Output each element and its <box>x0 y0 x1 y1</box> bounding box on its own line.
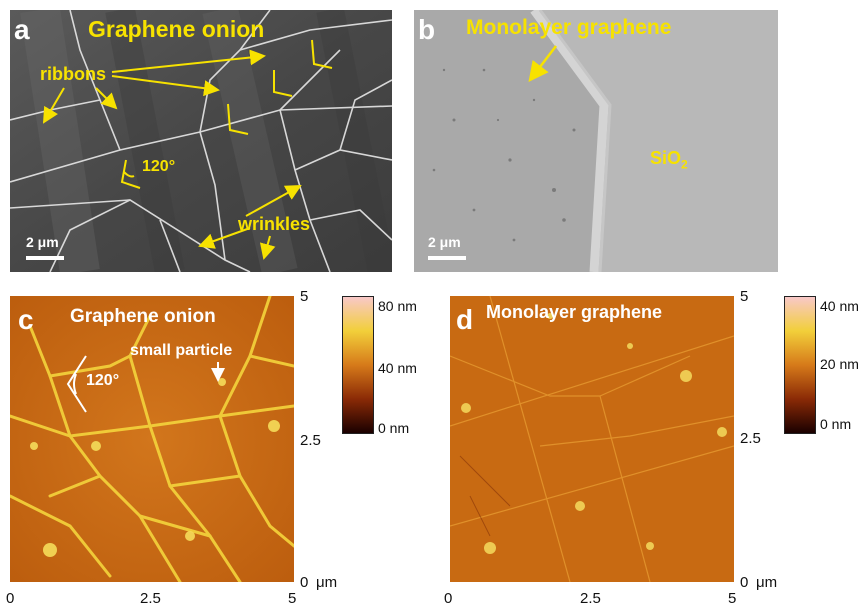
panel-d-colorbar-min: 0 nm <box>820 416 852 432</box>
panel-d-colorbar <box>784 296 816 434</box>
panel-d-xtick-0: 0 <box>444 590 453 607</box>
panel-b-scalebar-label: 2 μm <box>428 234 461 250</box>
panel-c-xtick-0: 0 <box>6 590 15 607</box>
angle-label-a: 120° <box>142 158 176 175</box>
substrate-label-subscript: 2 <box>681 157 688 172</box>
panel-a-sem-image <box>10 10 392 272</box>
panel-d-unit: μm <box>756 574 778 591</box>
panel-c-unit: μm <box>316 574 338 591</box>
panel-d-texture <box>450 296 734 582</box>
panel-c-xtick-2: 5 <box>288 590 297 607</box>
panel-c-colorbar-min: 0 nm <box>378 420 410 436</box>
panel-d-xtick-1: 2.5 <box>580 590 601 607</box>
panel-d-colorbar-mid: 20 nm <box>820 356 858 372</box>
panel-c-xtick-1: 2.5 <box>140 590 161 607</box>
small-particle-label: small particle <box>130 342 233 359</box>
panel-c-ytick-1: 2.5 <box>300 432 321 449</box>
panel-d-colorbar-max: 40 nm <box>820 298 858 314</box>
wrinkles-label: wrinkles <box>238 214 311 234</box>
panel-d-letter: d <box>456 304 474 335</box>
panel-a-title: Graphene onion <box>88 16 265 42</box>
panel-c-letter: c <box>18 304 34 335</box>
panel-d-ytick-1: 2.5 <box>740 430 761 447</box>
panel-b-texture <box>414 10 778 272</box>
panel-c-afm-image <box>10 296 294 582</box>
angle-label-c: 120° <box>86 372 120 389</box>
panel-c-ytick-0: 5 <box>300 288 309 305</box>
panel-d-ytick-0: 5 <box>740 288 749 305</box>
panel-c-colorbar-mid: 40 nm <box>378 360 417 376</box>
panel-b-sem-image <box>414 10 778 272</box>
panel-c-colorbar <box>342 296 374 434</box>
ribbons-label: ribbons <box>40 64 106 84</box>
panel-d-xtick-2: 5 <box>728 590 737 607</box>
panel-a-scalebar-label: 2 μm <box>26 234 59 250</box>
panel-a-letter: a <box>14 14 30 45</box>
panel-c-title: Graphene onion <box>70 306 216 327</box>
panel-c-ytick-2: 0 <box>300 574 309 591</box>
panel-d-title: Monolayer graphene <box>486 302 663 322</box>
panel-c-texture <box>10 296 294 582</box>
panel-b-title: Monolayer graphene <box>466 16 672 39</box>
substrate-label-main: SiO <box>650 148 682 168</box>
panel-a-texture <box>10 10 392 272</box>
substrate-label: SiO2 <box>650 148 688 172</box>
panel-d-ytick-2: 0 <box>740 574 749 591</box>
panel-c-colorbar-max: 80 nm <box>378 298 417 314</box>
panel-d-afm-image <box>450 296 734 582</box>
panel-b-letter: b <box>418 14 436 45</box>
